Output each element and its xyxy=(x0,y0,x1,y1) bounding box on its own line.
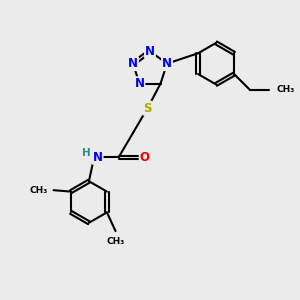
Text: N: N xyxy=(145,45,155,58)
Text: N: N xyxy=(93,151,103,164)
Text: CH₃: CH₃ xyxy=(277,85,295,94)
Text: CH₃: CH₃ xyxy=(30,186,48,195)
Text: N: N xyxy=(128,57,138,70)
Text: N: N xyxy=(134,77,145,90)
Text: S: S xyxy=(143,102,152,115)
Text: O: O xyxy=(140,151,150,164)
Text: N: N xyxy=(162,57,172,70)
Text: CH₃: CH₃ xyxy=(106,237,125,246)
Text: H: H xyxy=(82,148,90,158)
